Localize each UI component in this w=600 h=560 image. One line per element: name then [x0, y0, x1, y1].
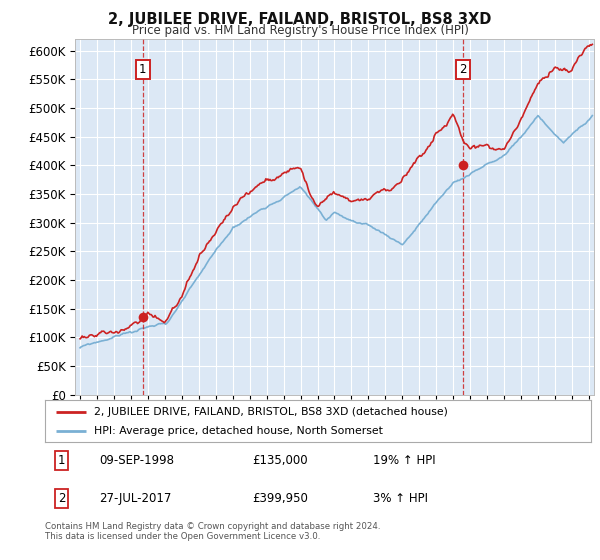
- Text: 1: 1: [58, 454, 65, 468]
- Text: 19% ↑ HPI: 19% ↑ HPI: [373, 454, 435, 468]
- Text: 2: 2: [459, 63, 467, 76]
- Text: Contains HM Land Registry data © Crown copyright and database right 2024.
This d: Contains HM Land Registry data © Crown c…: [45, 522, 380, 542]
- Text: £399,950: £399,950: [253, 492, 308, 505]
- Text: 27-JUL-2017: 27-JUL-2017: [100, 492, 172, 505]
- Text: £135,000: £135,000: [253, 454, 308, 468]
- Text: 2, JUBILEE DRIVE, FAILAND, BRISTOL, BS8 3XD: 2, JUBILEE DRIVE, FAILAND, BRISTOL, BS8 …: [109, 12, 491, 27]
- Text: 2: 2: [58, 492, 65, 505]
- Text: 2, JUBILEE DRIVE, FAILAND, BRISTOL, BS8 3XD (detached house): 2, JUBILEE DRIVE, FAILAND, BRISTOL, BS8 …: [94, 407, 448, 417]
- Text: 09-SEP-1998: 09-SEP-1998: [100, 454, 175, 468]
- Text: 3% ↑ HPI: 3% ↑ HPI: [373, 492, 428, 505]
- Text: Price paid vs. HM Land Registry's House Price Index (HPI): Price paid vs. HM Land Registry's House …: [131, 24, 469, 37]
- Text: HPI: Average price, detached house, North Somerset: HPI: Average price, detached house, Nort…: [94, 426, 383, 436]
- Text: 1: 1: [139, 63, 146, 76]
